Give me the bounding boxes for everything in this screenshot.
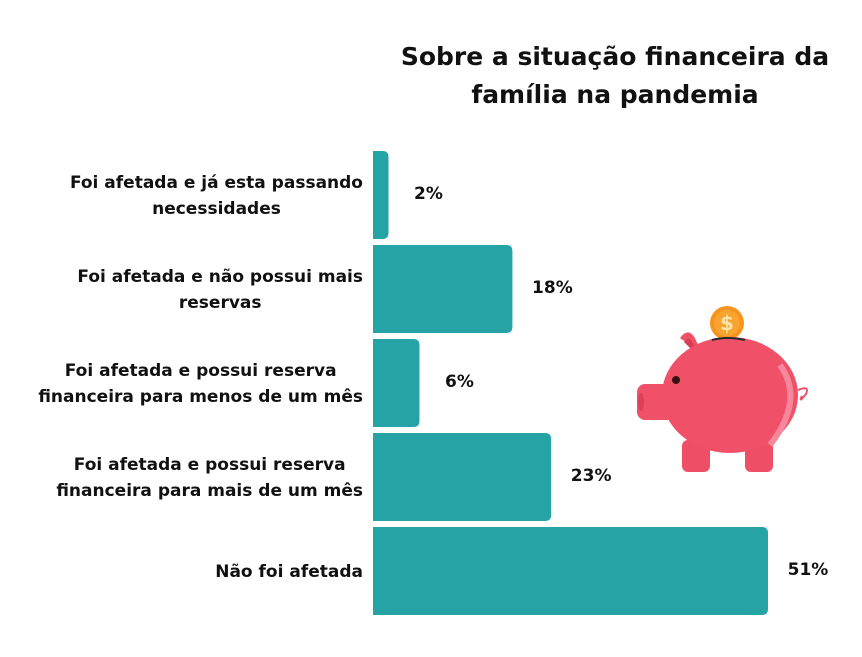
bar-0	[373, 151, 389, 239]
category-label-line: Foi afetada e já esta passando	[70, 173, 363, 193]
bar-2	[373, 339, 420, 427]
bar-1	[373, 245, 513, 333]
category-label: Foi afetada e possui reserva financeira p…	[38, 361, 363, 407]
value-label: 2%	[414, 184, 443, 204]
category-label-line: Foi afetada e possui reserva	[65, 361, 337, 381]
bar-3	[373, 433, 552, 521]
value-label: 18%	[532, 278, 573, 298]
bar-4	[373, 527, 768, 615]
category-label: Não foi afetada	[215, 562, 363, 582]
category-label: Foi afetada e não possui mais reservas	[77, 267, 363, 313]
category-label-line: Foi afetada e possui reserva	[74, 455, 346, 475]
category-label-line: necessidades	[152, 199, 281, 219]
piggy-bank-icon: $	[637, 306, 808, 472]
value-label: 51%	[788, 560, 829, 580]
category-label-line: Não foi afetada	[215, 562, 363, 582]
chart-title: Sobre a situação financeira da família n…	[400, 42, 830, 109]
value-label: 23%	[571, 466, 612, 486]
category-label: Foi afetada e já esta passando necessidad…	[70, 173, 363, 219]
category-label-line: Foi afetada e não possui mais	[77, 267, 363, 287]
category-label-line: financeira para mais de um mês	[56, 481, 363, 501]
value-label: 6%	[445, 372, 474, 392]
svg-text:$: $	[720, 311, 734, 335]
category-label-line: financeira para menos de um mês	[38, 387, 363, 407]
category-label: Foi afetada e possui reserva financeira p…	[56, 455, 363, 501]
category-label-line: reservas	[179, 293, 262, 313]
